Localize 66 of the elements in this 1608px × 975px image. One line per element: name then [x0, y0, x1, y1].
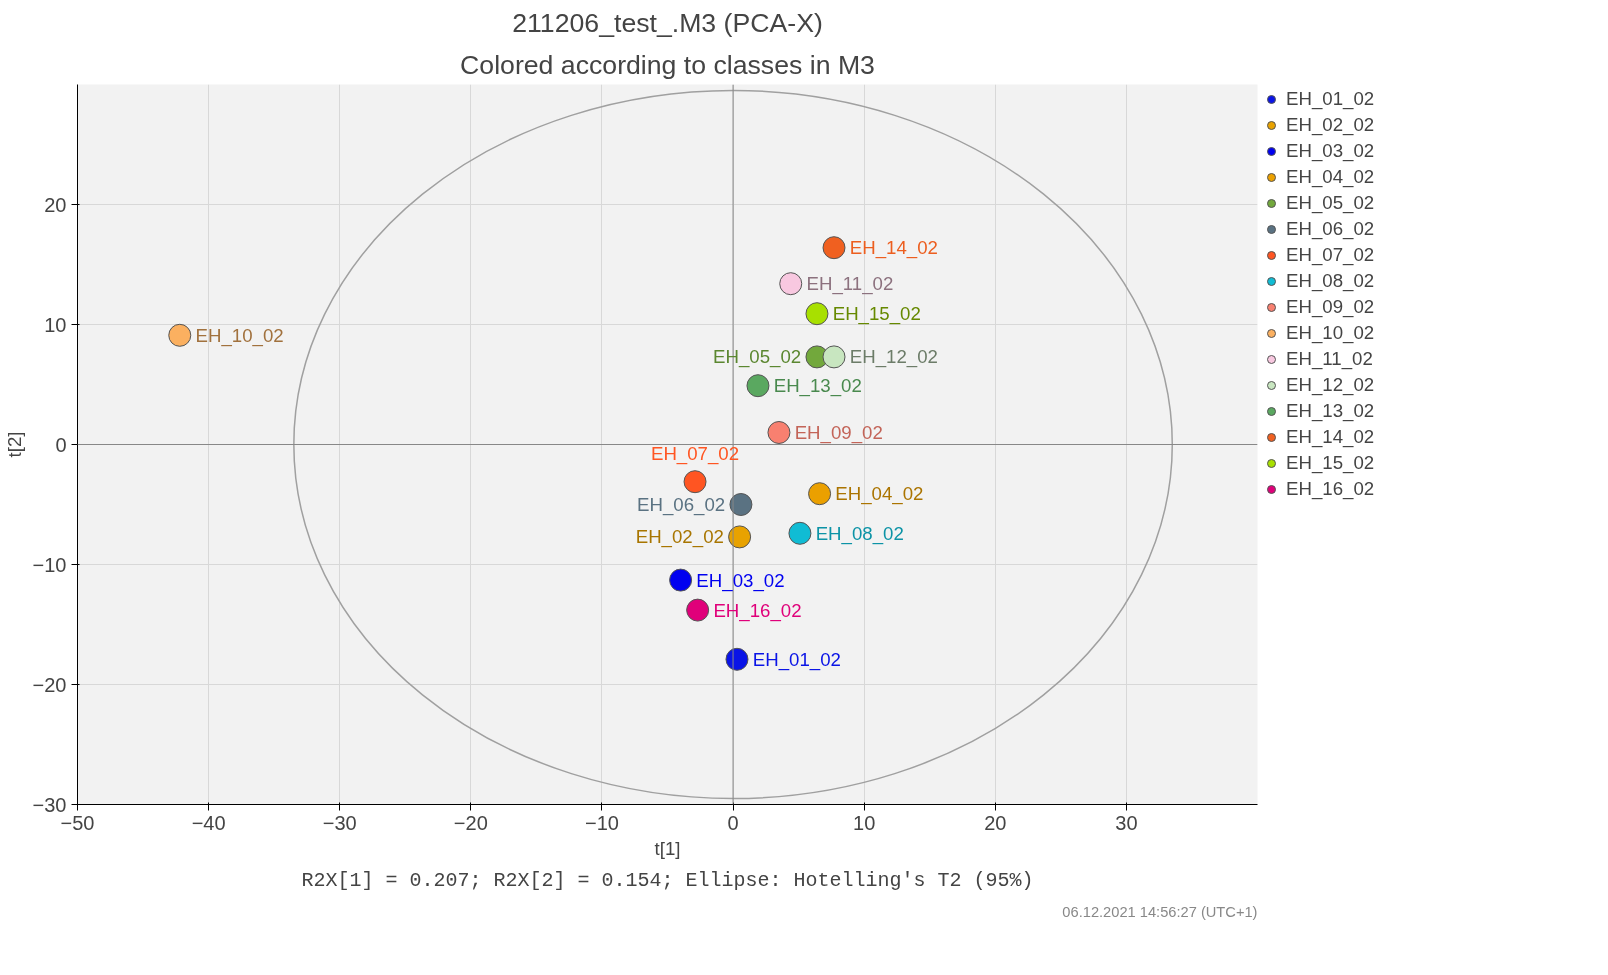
text: EH_12_02 [849, 346, 938, 368]
point [822, 345, 846, 369]
point [788, 521, 812, 545]
text: EH_14_02 [849, 237, 938, 259]
text: EH_04_02 [835, 483, 924, 505]
point [686, 598, 710, 622]
legend-label: EH_01_02 [1286, 88, 1375, 110]
point [808, 482, 832, 506]
y-tick-label: 10 [44, 313, 67, 336]
legend-label: EH_11_02 [1286, 348, 1373, 370]
y-tick-label: 20 [44, 193, 67, 216]
legend-label: EH_13_02 [1286, 400, 1375, 422]
y-tick-label: −10 [32, 553, 67, 576]
legend-label: EH_16_02 [1286, 478, 1375, 500]
text: EH_03_02 [696, 569, 785, 591]
point [779, 272, 803, 296]
x-tick-label: 30 [1115, 811, 1138, 834]
point [168, 323, 192, 347]
text: EH_09_02 [794, 422, 883, 443]
text: EH_13_02 [773, 375, 862, 397]
x-axis-title: t[1] [654, 837, 681, 859]
legend-label: EH_09_02 [1286, 296, 1375, 318]
legend-label: EH_02_02 [1286, 114, 1375, 136]
text: 06.12.2021 14:56:27 (UTC+1) [1062, 903, 1258, 920]
y-tick-label: 0 [55, 433, 67, 456]
x-tick-label: 0 [727, 811, 739, 834]
text: EH_10_02 [195, 324, 284, 346]
y-tick-label: −20 [32, 673, 67, 696]
legend-label: EH_04_02 [1286, 166, 1375, 188]
text: EH_08_02 [815, 522, 904, 544]
point [728, 525, 752, 549]
legend-label: EH_14_02 [1286, 426, 1375, 448]
legend-label: EH_15_02 [1286, 452, 1375, 474]
chart-title: 211206_test_.M3 (PCA-X) [512, 7, 823, 38]
legend-label: EH_07_02 [1286, 244, 1375, 266]
legend-label: EH_10_02 [1286, 322, 1375, 344]
text: EH_16_02 [713, 599, 802, 621]
point [805, 302, 829, 326]
x-tick-label: 20 [984, 811, 1007, 834]
x-tick-label: 10 [853, 811, 876, 834]
legend-label: EH_06_02 [1286, 218, 1375, 240]
text: EH_05_02 [713, 346, 802, 368]
y-axis-title: t[2] [3, 431, 25, 458]
x-tick-label: −30 [322, 811, 357, 834]
point [746, 374, 770, 398]
text: EH_02_02 [635, 526, 724, 548]
text: EH_07_02 [650, 442, 740, 464]
point [767, 421, 791, 444]
x-tick-label: −40 [191, 811, 226, 834]
legend-label: EH_05_02 [1286, 192, 1375, 214]
text: R2X[1] = 0.207; R2X[2] = 0.154; Ellipse: Hotelling's T2 (95%) [301, 868, 1034, 892]
legend-label: EH_08_02 [1286, 270, 1375, 292]
point [725, 647, 749, 671]
text: EH_06_02 [637, 494, 726, 515]
x-tick-label: −20 [453, 811, 488, 834]
text: EH_15_02 [832, 303, 921, 325]
point [822, 236, 846, 260]
legend-label: EH_03_02 [1286, 140, 1375, 162]
legend-label: EH_12_02 [1286, 374, 1375, 396]
point [683, 470, 707, 494]
point [669, 568, 693, 592]
x-tick-label: −10 [584, 811, 619, 834]
text: EH_01_02 [752, 648, 841, 670]
point [729, 493, 753, 516]
text: EH_11_02 [806, 273, 894, 295]
chart-subtitle: Colored according to classes in M3 [460, 49, 875, 80]
